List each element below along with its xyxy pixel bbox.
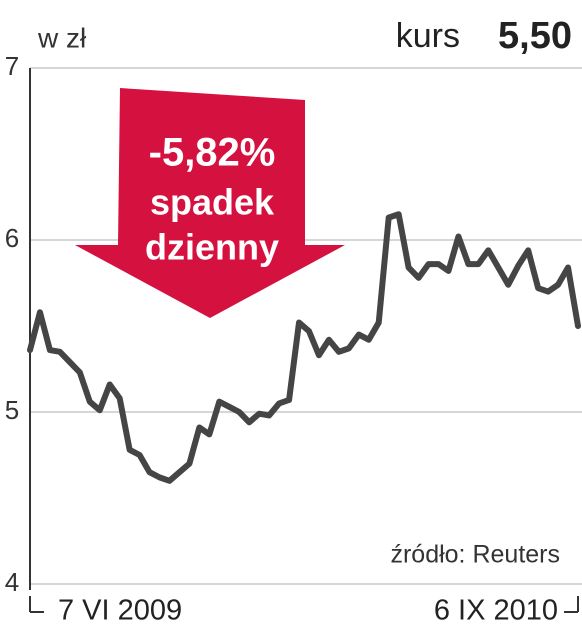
y-tick-label: 7 bbox=[5, 51, 19, 81]
unit-label: w zł bbox=[37, 22, 87, 53]
x-tick-label: 7 VI 2009 bbox=[58, 595, 182, 627]
badge-line: dzienny bbox=[145, 227, 279, 268]
source: źródło: Reuters bbox=[390, 541, 560, 569]
y-tick-label: 6 bbox=[5, 223, 19, 253]
price-line bbox=[27, 211, 581, 484]
badge-line: spadek bbox=[150, 182, 275, 223]
x-tick-label: 6 IX 2010 bbox=[434, 595, 558, 627]
price-label: kurs bbox=[396, 17, 460, 55]
badge-change: -5,82% bbox=[149, 131, 276, 175]
badge-arrow bbox=[75, 88, 345, 318]
y-tick-label: 5 bbox=[5, 395, 19, 425]
y-tick-label: 4 bbox=[5, 567, 19, 597]
plot: 4 5 6 7 7 VI 2009 6 IX 2010 bbox=[5, 51, 582, 627]
price-value: 5,50 bbox=[498, 15, 572, 57]
